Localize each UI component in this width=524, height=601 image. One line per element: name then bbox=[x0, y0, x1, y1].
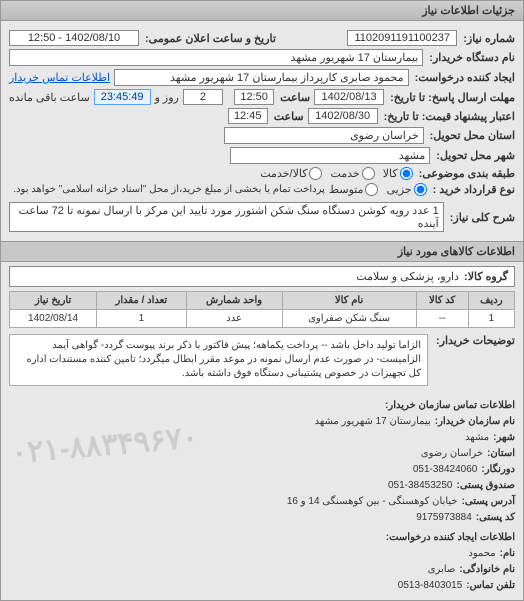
cell-4: 1 bbox=[97, 310, 187, 328]
cell-2: سنگ شکن صفراوی bbox=[282, 310, 416, 328]
org-label: نام سازمان خریدار: bbox=[435, 414, 515, 430]
contact-section: ۰۲۱-۸۸۳۴۹۶۷۰ اطلاعات تماس سازمان خریدار:… bbox=[1, 392, 523, 600]
col-1: کد کالا bbox=[416, 292, 468, 310]
announce-field: 1402/08/10 - 12:50 bbox=[9, 30, 139, 46]
req-no-label: شماره نیاز: bbox=[463, 32, 515, 45]
city-label: شهر محل تحویل: bbox=[436, 149, 515, 162]
budget-radio-1[interactable] bbox=[362, 167, 375, 180]
buyer-contact-link[interactable]: اطلاعات تماس خریدار bbox=[9, 71, 110, 84]
validity-date: 1402/08/30 bbox=[308, 108, 378, 124]
details-panel: جزئیات اطلاعات نیاز شماره نیاز: 11020911… bbox=[0, 0, 524, 601]
panel-title: جزئیات اطلاعات نیاز bbox=[1, 1, 523, 21]
creator-label: ایجاد کننده درخواست: bbox=[415, 71, 515, 84]
col-3: واحد شمارش bbox=[186, 292, 282, 310]
contract-note: پرداخت تمام یا بخشی از مبلغ خرید،از محل … bbox=[13, 184, 325, 195]
contract-radio-group: جزیی متوسط bbox=[329, 183, 427, 196]
budget-opt-2[interactable]: کالا/خدمت bbox=[260, 167, 322, 180]
cell-1: -- bbox=[416, 310, 468, 328]
buyer-org-label: نام دستگاه خریدار: bbox=[429, 51, 515, 64]
category-value: دارو، پزشکی و سلامت bbox=[356, 271, 459, 283]
header-section: شماره نیاز: 1102091191100237 تاریخ و ساع… bbox=[1, 21, 523, 241]
c-prov-value: خراسان رضوی bbox=[421, 446, 483, 462]
contract-radio-1[interactable] bbox=[365, 183, 378, 196]
time-label-2: ساعت bbox=[274, 110, 304, 123]
deadline-label: مهلت ارسال پاسخ: تا تاریخ: bbox=[390, 91, 515, 104]
address-label: آدرس پستی: bbox=[462, 494, 515, 510]
budget-radio-group: کالا خدمت کالا/خدمت bbox=[260, 167, 412, 180]
city-field: مشهد bbox=[230, 147, 430, 164]
col-2: نام کالا bbox=[282, 292, 416, 310]
table-row[interactable]: 1 -- سنگ شکن صفراوی عدد 1 1402/08/14 bbox=[10, 310, 515, 328]
validity-label: اعتبار پیشنهاد قیمت: تا تاریخ: bbox=[384, 110, 515, 123]
days-suffix: روز و bbox=[155, 91, 179, 104]
budget-opt-0[interactable]: کالا bbox=[383, 167, 413, 180]
buyer-org-field: بیمارستان 17 شهریور مشهد bbox=[9, 49, 423, 66]
time-remain: 23:45:49 bbox=[94, 89, 151, 105]
req-creator-title: اطلاعات ایجاد کننده درخواست: bbox=[386, 530, 515, 546]
table-header-row: ردیف کد کالا نام کالا واحد شمارش تعداد /… bbox=[10, 292, 515, 310]
category-row: گروه کالا: دارو، پزشکی و سلامت bbox=[9, 266, 515, 287]
province-label: استان محل تحویل: bbox=[430, 129, 515, 142]
budget-radio-2[interactable] bbox=[309, 167, 322, 180]
c-city-label: شهر: bbox=[493, 430, 515, 446]
category-label: گروه کالا: bbox=[464, 271, 508, 283]
general-desc-label: شرح کلی نیاز: bbox=[450, 211, 515, 224]
phone-label: تلفن تماس: bbox=[466, 578, 515, 594]
announce-label: تاریخ و ساعت اعلان عمومی: bbox=[145, 32, 276, 45]
fax-value: 051-38424060 bbox=[413, 462, 478, 478]
cell-5: 1402/08/14 bbox=[10, 310, 97, 328]
name-label: نام: bbox=[500, 546, 515, 562]
days-remain: 2 bbox=[183, 89, 223, 105]
req-no-field: 1102091191100237 bbox=[347, 30, 457, 46]
contract-opt-0[interactable]: جزیی bbox=[386, 183, 426, 196]
phone-value: 0513-8403015 bbox=[398, 578, 463, 594]
contract-radio-0[interactable] bbox=[414, 183, 427, 196]
c-prov-label: استان: bbox=[487, 446, 515, 462]
budget-opt-1[interactable]: خدمت bbox=[330, 167, 374, 180]
time-suffix: ساعت باقی مانده bbox=[9, 91, 90, 104]
col-5: تاریخ نیاز bbox=[10, 292, 97, 310]
address-value: خیابان کوهسنگی - بین کوهسنگی 14 و 16 bbox=[287, 494, 458, 510]
pobox-value: 051-38453250 bbox=[388, 478, 453, 494]
cell-3: عدد bbox=[186, 310, 282, 328]
fax-label: دورنگار: bbox=[481, 462, 515, 478]
org-value: بیمارستان 17 شهریور مشهد bbox=[315, 414, 431, 430]
budget-radio-0[interactable] bbox=[400, 167, 413, 180]
contract-opt-1[interactable]: متوسط bbox=[329, 183, 379, 196]
contact-title: اطلاعات تماس سازمان خریدار: bbox=[385, 398, 515, 414]
deadline-time: 12:50 bbox=[234, 89, 274, 105]
validity-time: 12:45 bbox=[228, 108, 268, 124]
province-field: خراسان رضوی bbox=[224, 127, 424, 144]
buyer-notes-text: الزاما تولید داخل باشد -- پرداخت یکماهه؛… bbox=[9, 334, 428, 386]
buyer-notes-label: توضیحات خریدار: bbox=[436, 334, 515, 347]
zip-label: کد پستی: bbox=[476, 510, 515, 526]
items-section-title: اطلاعات کالاهای مورد نیاز bbox=[1, 241, 523, 262]
general-desc-field: 1 عدد روپه کوشن دستگاه سنگ شکن اشتورز مو… bbox=[9, 202, 444, 232]
deadline-date: 1402/08/13 bbox=[314, 89, 384, 105]
budget-class-label: طبقه بندی موضوعی: bbox=[419, 167, 515, 180]
c-city-value: مشهد bbox=[465, 430, 489, 446]
items-table: ردیف کد کالا نام کالا واحد شمارش تعداد /… bbox=[9, 291, 515, 328]
pobox-label: صندوق پستی: bbox=[456, 478, 515, 494]
col-4: تعداد / مقدار bbox=[97, 292, 187, 310]
name-value: محمود bbox=[468, 546, 495, 562]
time-label-1: ساعت bbox=[280, 91, 310, 104]
cell-0: 1 bbox=[468, 310, 514, 328]
col-0: ردیف bbox=[468, 292, 514, 310]
zip-value: 9175973884 bbox=[416, 510, 472, 526]
creator-field: محمود صابری کارپرداز بیمارستان 17 شهریور… bbox=[114, 69, 409, 86]
contract-type-label: نوع قرارداد خرید : bbox=[433, 183, 515, 196]
